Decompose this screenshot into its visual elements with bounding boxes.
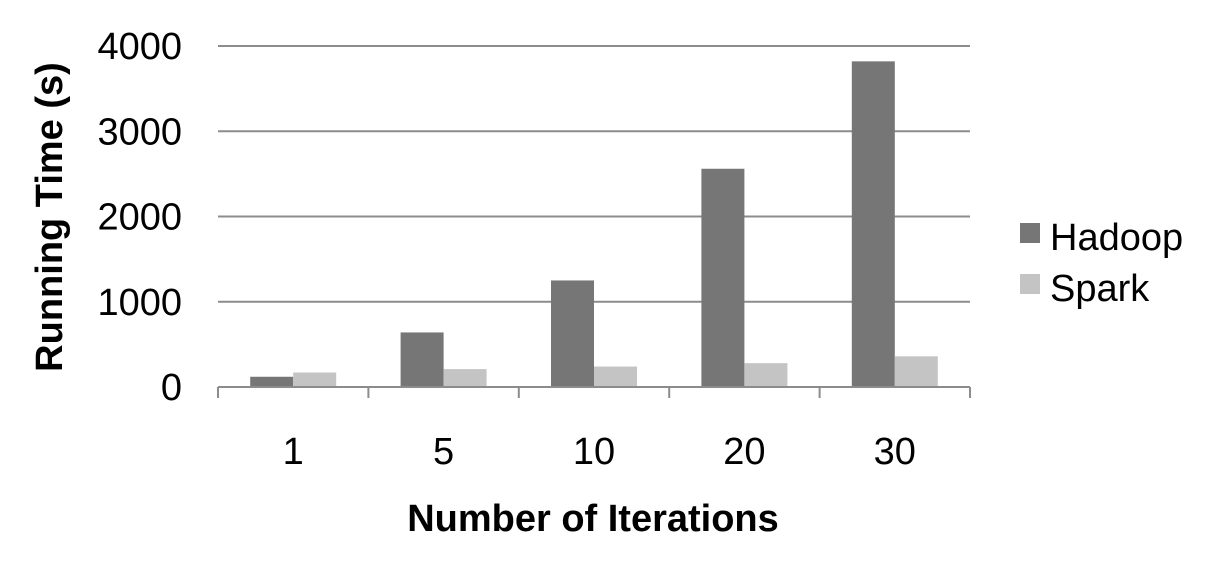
x-tick-label: 5: [433, 431, 454, 473]
y-tick-label: 3000: [97, 111, 182, 153]
bar-spark-5: [443, 369, 487, 387]
x-tick-label: 30: [874, 431, 916, 473]
x-axis-title: Number of Iterations: [407, 498, 779, 540]
x-tick-label: 1: [283, 431, 304, 473]
legend-swatch-spark: [1020, 274, 1040, 294]
bar-spark-10: [594, 366, 637, 387]
bar-hadoop-10: [551, 280, 594, 387]
y-axis-tick-labels: 0 1000 2000 3000 4000: [97, 26, 182, 409]
bar-hadoop-1: [250, 376, 294, 387]
x-axis-tick-labels: 1 5 10 20 30: [283, 431, 916, 473]
legend-label-spark: Spark: [1050, 268, 1150, 310]
y-axis-title: Running Time (s): [29, 62, 71, 372]
legend: Hadoop Spark: [1020, 217, 1183, 310]
bar-spark-20: [744, 363, 788, 387]
bar-hadoop-30: [851, 61, 895, 387]
bar-hadoop-20: [701, 168, 745, 387]
x-axis: [217, 386, 971, 398]
y-tick-label: 2000: [97, 197, 182, 239]
bar-spark-1: [293, 372, 337, 387]
bar-spark-30: [894, 356, 938, 387]
x-tick-label: 20: [723, 431, 765, 473]
bars: [250, 61, 938, 387]
y-tick-label: 1000: [97, 282, 182, 324]
y-tick-label: 0: [161, 367, 182, 409]
x-tick-label: 10: [573, 431, 615, 473]
y-tick-label: 4000: [97, 26, 182, 68]
legend-swatch-hadoop: [1020, 223, 1040, 243]
bar-hadoop-5: [400, 332, 444, 387]
legend-label-hadoop: Hadoop: [1050, 217, 1183, 259]
